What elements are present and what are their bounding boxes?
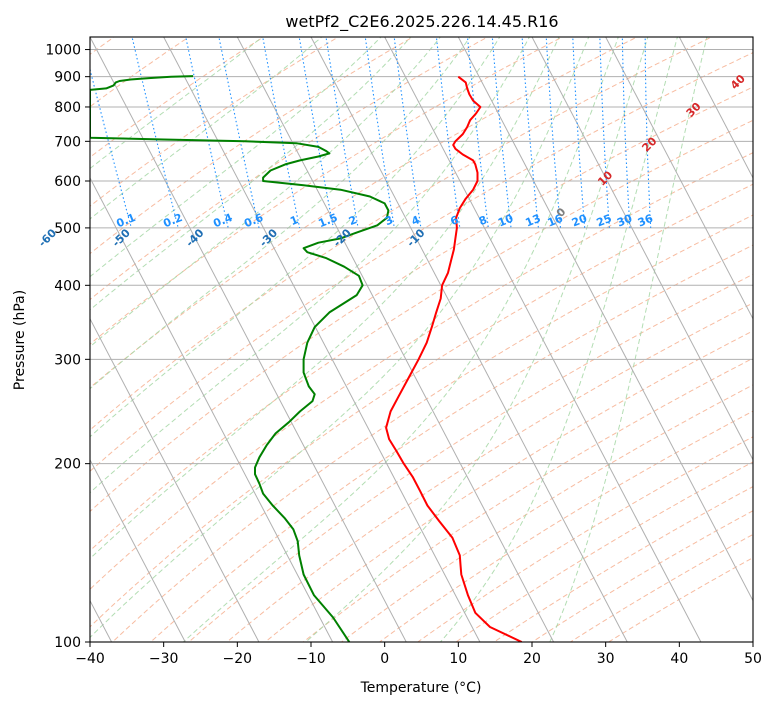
x-tick-label: 10 [449,651,467,667]
x-tick-label: −10 [296,651,326,667]
x-axis-label: Temperature (°C) [360,680,482,696]
x-tick-label: 40 [670,651,688,667]
x-tick-label: 0 [380,651,389,667]
x-tick-label: −40 [75,651,105,667]
y-tick-label: 400 [54,278,81,294]
chart-title: wetPf2_C2E6.2025.226.14.45.R16 [285,12,558,32]
y-tick-label: 500 [54,221,81,237]
y-tick-label: 800 [54,100,81,116]
y-tick-label: 100 [54,635,81,651]
y-tick-label: 600 [54,174,81,190]
x-tick-label: 50 [744,651,762,667]
y-tick-label: 200 [54,457,81,473]
y-tick-label: 900 [54,70,81,86]
y-axis-label: Pressure (hPa) [12,290,28,390]
x-tick-label: −30 [149,651,179,667]
y-tick-label: 300 [54,352,81,368]
x-tick-label: 20 [523,651,541,667]
x-tick-label: −20 [223,651,253,667]
y-tick-label: 700 [54,134,81,150]
x-tick-label: 30 [597,651,615,667]
y-tick-label: 1000 [45,43,81,59]
